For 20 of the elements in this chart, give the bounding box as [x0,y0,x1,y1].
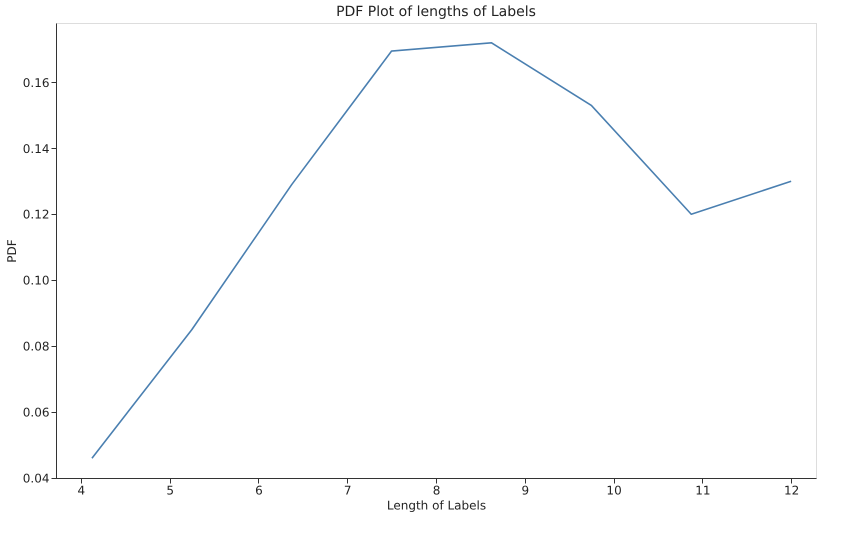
x-tick-label: 7 [344,484,352,498]
line-series [91,42,792,460]
x-tick-label: 5 [166,484,174,498]
x-tick-label: 4 [78,484,86,498]
x-tick-label: 10 [606,484,622,498]
y-tick-label: 0.10 [22,274,50,288]
x-tick-label: 9 [521,484,530,498]
y-tick-label: 0.08 [22,340,50,354]
chart-title: PDF Plot of lengths of Labels [336,4,536,20]
x-tick-label: 12 [784,484,800,498]
x-axis-title: Length of Labels [386,498,486,512]
x-tick-label: 6 [255,484,263,498]
y-tick-label: 0.12 [22,208,50,222]
x-tick-label: 8 [432,484,440,498]
y-tick-label: 0.06 [22,406,50,420]
y-axis-title: PDF [4,239,19,263]
y-tick-label: 0.04 [22,472,50,486]
x-tick-label: 11 [695,484,710,498]
y-tick-label: 0.16 [22,76,50,90]
y-tick-label: 0.14 [22,142,50,156]
